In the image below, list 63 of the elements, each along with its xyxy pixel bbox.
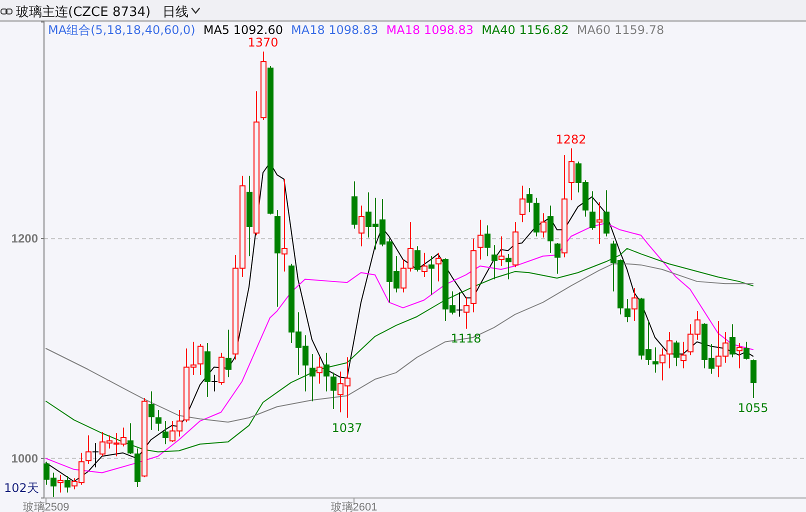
candlestick [316,356,322,384]
candlestick [414,246,420,272]
candlestick [680,341,686,369]
candlestick [596,202,602,245]
text: MA5 1092.60 [203,23,283,37]
text: MA40 1156.82 [482,23,569,37]
y-tick-label: 1200 [11,231,38,246]
chart-title: 玻璃主连(CZCE 8734) [16,4,151,20]
candlestick [554,242,560,274]
candlestick [86,434,92,464]
candlestick [436,252,442,282]
candlestick [730,324,736,358]
candlestick [358,205,364,247]
candlestick [652,346,658,374]
chart-subtitle: 日线 [162,5,189,20]
candlestick [736,342,742,369]
candlestick [162,420,168,445]
text: 102天 [4,481,39,495]
text: MA18 1098.83 [386,23,474,37]
candlestick [211,374,218,392]
candlestick [498,236,504,267]
candlestick [324,352,330,392]
candlestick [428,256,434,296]
candlestick [330,372,336,410]
annotation: 1055 [738,400,768,415]
candlestick [282,178,288,272]
candlestick [674,340,680,367]
y-tick-label: 1000 [11,451,38,466]
candlestick [660,348,666,381]
candlestick [506,253,512,280]
candlestick [198,344,204,376]
candlestick [156,410,162,432]
annotation: 1282 [556,132,586,146]
legend-title: MA组合(5,18,18,40,60,0) [48,23,196,37]
text: MA60 1159.78 [576,23,664,37]
x-tick-label: 玻璃2601 [330,500,378,512]
candlestick [744,341,750,360]
candlestick [540,212,546,238]
candlestick [520,185,526,223]
candlestick [484,224,490,257]
candlestick [526,187,532,213]
candlestick [92,442,99,468]
candlestick [478,219,484,260]
candlestick [148,390,154,430]
candlestick [422,252,428,278]
annotation: 1118 [450,332,482,346]
candlestick [456,292,463,318]
candlestick [568,148,574,201]
candlestick [226,329,232,378]
candlestick [590,190,596,230]
candlestick [64,476,70,494]
candlestick [666,332,672,369]
candlestick [604,190,610,237]
x-tick-label: 玻璃2509 [22,500,70,512]
candlestick [624,298,630,323]
candlestick [632,288,638,322]
candlestick [750,358,756,398]
annotation: 1037 [332,420,362,435]
candlestick [310,353,316,402]
candlestick [58,474,64,494]
candlestick [464,296,470,330]
annotation: MA18 1098.83 [291,23,378,37]
annotation: 1370 [248,36,278,50]
